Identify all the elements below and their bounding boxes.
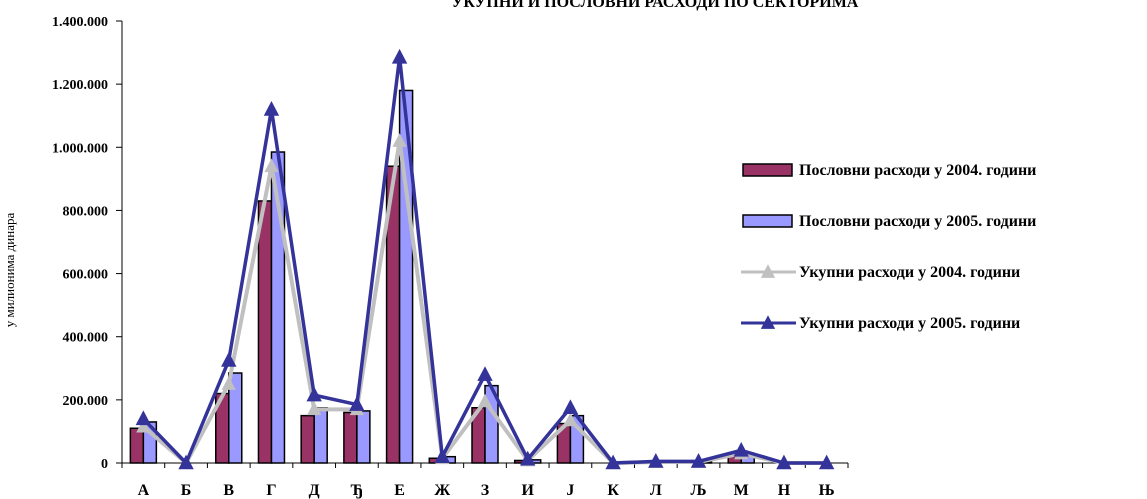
x-tick-label: И: [521, 482, 534, 499]
y-tick-label: 1.200.000: [52, 78, 108, 93]
bar-2005: [398, 89, 414, 464]
bar-2004: [257, 200, 273, 464]
x-tick-label: Е: [394, 482, 405, 499]
y-tick-label: 800.000: [63, 204, 109, 219]
x-tick-label: М: [734, 482, 749, 499]
series-marker-2004: [221, 376, 236, 390]
legend-item-3: Укупни расходи у 2005. години: [799, 315, 1020, 332]
plot-area: 0 200.000 400.000 600.000 800.000 1.000.000 1.…: [52, 15, 849, 499]
series-marker-2004: [477, 393, 493, 408]
series-marker-2005: [818, 454, 835, 470]
y-tick-label: 200.000: [63, 394, 109, 409]
series-marker-2004: [307, 401, 322, 416]
x-tick-label: В: [223, 482, 234, 499]
series-marker-2005: [776, 454, 792, 470]
series-marker-2005: [178, 454, 194, 470]
x-tick-label: З: [481, 482, 490, 499]
legend-marker: [760, 315, 776, 329]
series-marker-2005: [135, 410, 152, 426]
x-tick-label: Ђ: [350, 482, 363, 499]
series-marker-2004: [264, 158, 279, 173]
y-tick-label: 600.000: [63, 268, 109, 283]
bar-2004: [129, 427, 145, 464]
x-tick-label: Н: [778, 482, 791, 499]
y-tick-label: 0: [101, 457, 108, 472]
bar-2004: [343, 411, 358, 464]
series-marker-2005: [477, 366, 493, 381]
x-tick-label: Љ: [691, 482, 707, 499]
x-tick-label: Г: [266, 482, 276, 499]
legend-item-0: Пословни расходи у 2004. години: [799, 162, 1036, 179]
x-tick-label: Њ: [819, 482, 835, 499]
series-marker-2005: [306, 386, 322, 402]
bar-2005: [313, 407, 328, 464]
x-tick-label: Ј: [566, 482, 574, 499]
legend-swatch: [742, 163, 793, 177]
y-tick-label: 1.000.000: [52, 141, 108, 156]
x-tick-label: Д: [309, 482, 320, 499]
legend: Пословни расходи у 2004. години Пословни …: [741, 162, 1036, 332]
series-marker-2004: [136, 418, 151, 433]
y-tick-label: 1.400.000: [52, 15, 108, 30]
legend-item-2: Укупни расходи у 2004. години: [799, 264, 1020, 281]
series-marker-2004: [563, 412, 578, 427]
series-marker-2005: [221, 351, 237, 367]
series-marker-2005: [263, 101, 280, 116]
series-marker-2005: [690, 453, 707, 468]
series-marker-2005: [520, 450, 536, 466]
bar-2005: [356, 410, 371, 464]
x-tick-label: К: [607, 482, 619, 499]
x-tick-label: Б: [181, 482, 192, 499]
x-tick-label: А: [138, 482, 150, 499]
series-marker-2005: [349, 396, 365, 411]
series-marker-2005: [562, 399, 579, 415]
bar-2005: [228, 372, 243, 464]
legend-marker: [760, 264, 776, 278]
y-axis-label: у милионима динара: [2, 213, 17, 328]
series-marker-2005: [434, 448, 450, 463]
x-tick-label: Ж: [434, 482, 450, 499]
series-marker-2004: [392, 133, 407, 147]
series-marker-2005: [605, 454, 621, 470]
bar-2004: [300, 414, 315, 464]
legend-swatch: [742, 214, 793, 228]
legend-item-1: Пословни расходи у 2005. години: [799, 213, 1036, 230]
series-marker-2005: [648, 453, 664, 468]
y-tick-label: 400.000: [63, 331, 109, 346]
series-marker-2005: [391, 48, 408, 64]
chart-title: УКУПНИ И ПОСЛОВНИ РАСХОДИ ПО СЕКТОРИМА: [452, 0, 859, 11]
series-marker-2005: [733, 441, 749, 457]
x-tick-label: Л: [650, 482, 662, 499]
